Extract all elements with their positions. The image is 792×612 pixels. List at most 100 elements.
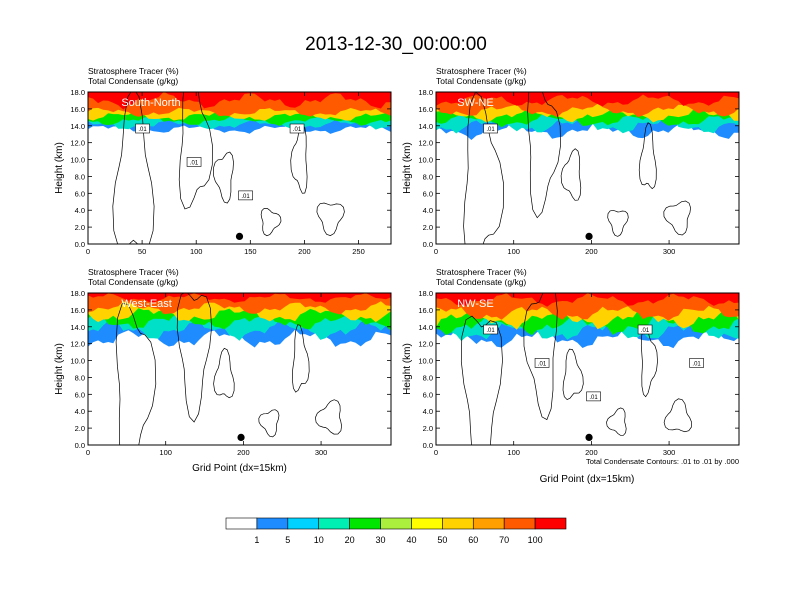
y-tick-label: 12.0 xyxy=(70,340,85,349)
condensate-contour xyxy=(213,347,235,399)
y-tick-label: 0.0 xyxy=(75,441,85,450)
panel-label: South-North xyxy=(121,97,180,109)
panel-plot-area: .01 .01 .01 .01 .01 NW-SE xyxy=(436,293,739,445)
panel-label: West-East xyxy=(121,298,172,310)
colorbar-segment xyxy=(256,517,289,530)
colorbar-label: 60 xyxy=(468,535,478,545)
y-axis-label: Height (km) xyxy=(402,142,413,194)
contour-label-box xyxy=(586,391,601,402)
y-tick-label: 18.0 xyxy=(418,289,433,298)
contour-label: .01 xyxy=(486,127,495,133)
x-axis-label: Grid Point (dx=15km) xyxy=(192,463,287,474)
tracer-band xyxy=(88,92,391,110)
condensate-contour xyxy=(260,207,282,237)
panel-1: .01 SW-NE 0.0 2.0 4.0 6.0 8.0 10.0 12.0 14.0 16.0 1… xyxy=(402,66,740,256)
contour-label-box xyxy=(135,123,150,134)
condensate-contour xyxy=(640,327,658,398)
condensate-contour xyxy=(176,293,212,423)
bottom-xlabel: Grid Point (dx=15km) xyxy=(540,474,635,485)
contour-label: .01 xyxy=(589,395,598,401)
colorbar-segment xyxy=(411,517,443,530)
contour-label-box xyxy=(238,190,253,201)
y-tick-label: 8.0 xyxy=(423,373,433,382)
condensate-contour xyxy=(460,315,503,445)
x-tick-label: 300 xyxy=(315,448,328,457)
y-tick-label: 0.0 xyxy=(423,240,433,249)
y-tick-label: 8.0 xyxy=(75,172,85,181)
x-tick-label: 200 xyxy=(298,247,311,256)
panel-2: West-East 0.0 2.0 4.0 6.0 8.0 10.0 12.0 14.0 16.0… xyxy=(54,267,392,474)
panel-plot-area: .01 .01 .01 .01 South-North xyxy=(88,92,391,244)
x-tick-label: 250 xyxy=(352,247,365,256)
contour-label-box xyxy=(186,157,202,167)
panel-subtitle-tracer: Stratosphere Tracer (%) xyxy=(88,66,179,76)
condensate-contour xyxy=(290,124,308,194)
colorbar-label: 70 xyxy=(499,535,509,545)
colorbar-segment xyxy=(442,517,474,530)
condensate-contour xyxy=(606,407,627,436)
y-tick-label: 4.0 xyxy=(423,206,433,215)
figure-title: 2013-12-30_00:00:00 xyxy=(305,34,487,55)
colorbar-segment xyxy=(472,517,505,530)
condensate-contour xyxy=(663,398,692,433)
contour-label: .01 xyxy=(486,328,495,334)
y-tick-label: 4.0 xyxy=(423,407,433,416)
contour-label-box xyxy=(637,324,653,335)
panel-subtitle-tracer: Stratosphere Tracer (%) xyxy=(436,66,527,76)
x-tick-label: 100 xyxy=(507,448,520,457)
x-tick-label: 0 xyxy=(434,448,438,457)
plot-frame xyxy=(435,91,740,245)
y-tick-label: 12.0 xyxy=(418,139,433,148)
y-tick-label: 14.0 xyxy=(70,122,85,131)
contour-label: .01 xyxy=(138,127,147,133)
x-tick-label: 0 xyxy=(86,448,90,457)
tracer-band xyxy=(436,92,739,107)
y-tick-label: 6.0 xyxy=(75,189,85,198)
condensate-contour xyxy=(115,303,157,445)
y-tick-label: 2.0 xyxy=(75,424,85,433)
y-tick-label: 6.0 xyxy=(423,189,433,198)
y-tick-label: 2.0 xyxy=(423,223,433,232)
y-tick-label: 14.0 xyxy=(418,122,433,131)
y-tick-label: 16.0 xyxy=(70,306,85,315)
panel-3: .01 .01 .01 .01 .01 NW-SE 0.0 2.0 4.0 6.0 8.0 10.0 1… xyxy=(402,267,740,457)
condensate-contour xyxy=(213,151,234,204)
colorbar: 1 5 10 20 30 40 50 60 70 100 xyxy=(225,517,567,545)
x-tick-label: 150 xyxy=(244,247,257,256)
colorbar-label: 30 xyxy=(376,535,386,545)
condensate-contour xyxy=(315,399,342,435)
panel-subtitle-tracer: Stratosphere Tracer (%) xyxy=(436,267,527,277)
colorbar-segment xyxy=(287,517,320,530)
y-tick-label: 12.0 xyxy=(70,139,85,148)
contour-label-box xyxy=(483,324,498,335)
condensate-contour xyxy=(291,324,310,393)
x-tick-label: 0 xyxy=(434,247,438,256)
y-tick-label: 8.0 xyxy=(75,373,85,382)
x-tick-label: 100 xyxy=(190,247,203,256)
contour-label: .01 xyxy=(692,361,701,367)
y-tick-label: 14.0 xyxy=(70,323,85,332)
panels-group: .01 .01 .01 .01 South-North 0.0 2.0 4.0 6.0 8.0 10… xyxy=(54,66,740,474)
condensate-contour xyxy=(178,92,213,210)
y-axis-label: Height (km) xyxy=(54,142,65,194)
y-tick-label: 6.0 xyxy=(75,390,85,399)
y-tick-label: 4.0 xyxy=(75,407,85,416)
x-tick-label: 50 xyxy=(138,247,146,256)
y-tick-label: 14.0 xyxy=(418,323,433,332)
panel-subtitle-condensate: Total Condensate (g/kg) xyxy=(436,277,526,287)
condensate-contour xyxy=(663,200,691,236)
y-tick-label: 10.0 xyxy=(418,156,433,165)
tracer-band xyxy=(88,293,391,303)
colorbar-label: 1 xyxy=(254,535,259,545)
y-tick-label: 16.0 xyxy=(418,306,433,315)
panel-plot-area: .01 SW-NE xyxy=(436,92,739,244)
contour-label-box xyxy=(289,123,305,134)
contour-label-box xyxy=(483,123,498,134)
panel-subtitle-condensate: Total Condensate (g/kg) xyxy=(436,76,526,86)
panel-subtitle-tracer: Stratosphere Tracer (%) xyxy=(88,267,179,277)
condensate-contour xyxy=(638,122,657,190)
x-tick-label: 200 xyxy=(585,448,598,457)
colorbar-label: 5 xyxy=(285,535,290,545)
x-tick-label: 200 xyxy=(237,448,250,457)
colorbar-segment xyxy=(503,517,536,530)
